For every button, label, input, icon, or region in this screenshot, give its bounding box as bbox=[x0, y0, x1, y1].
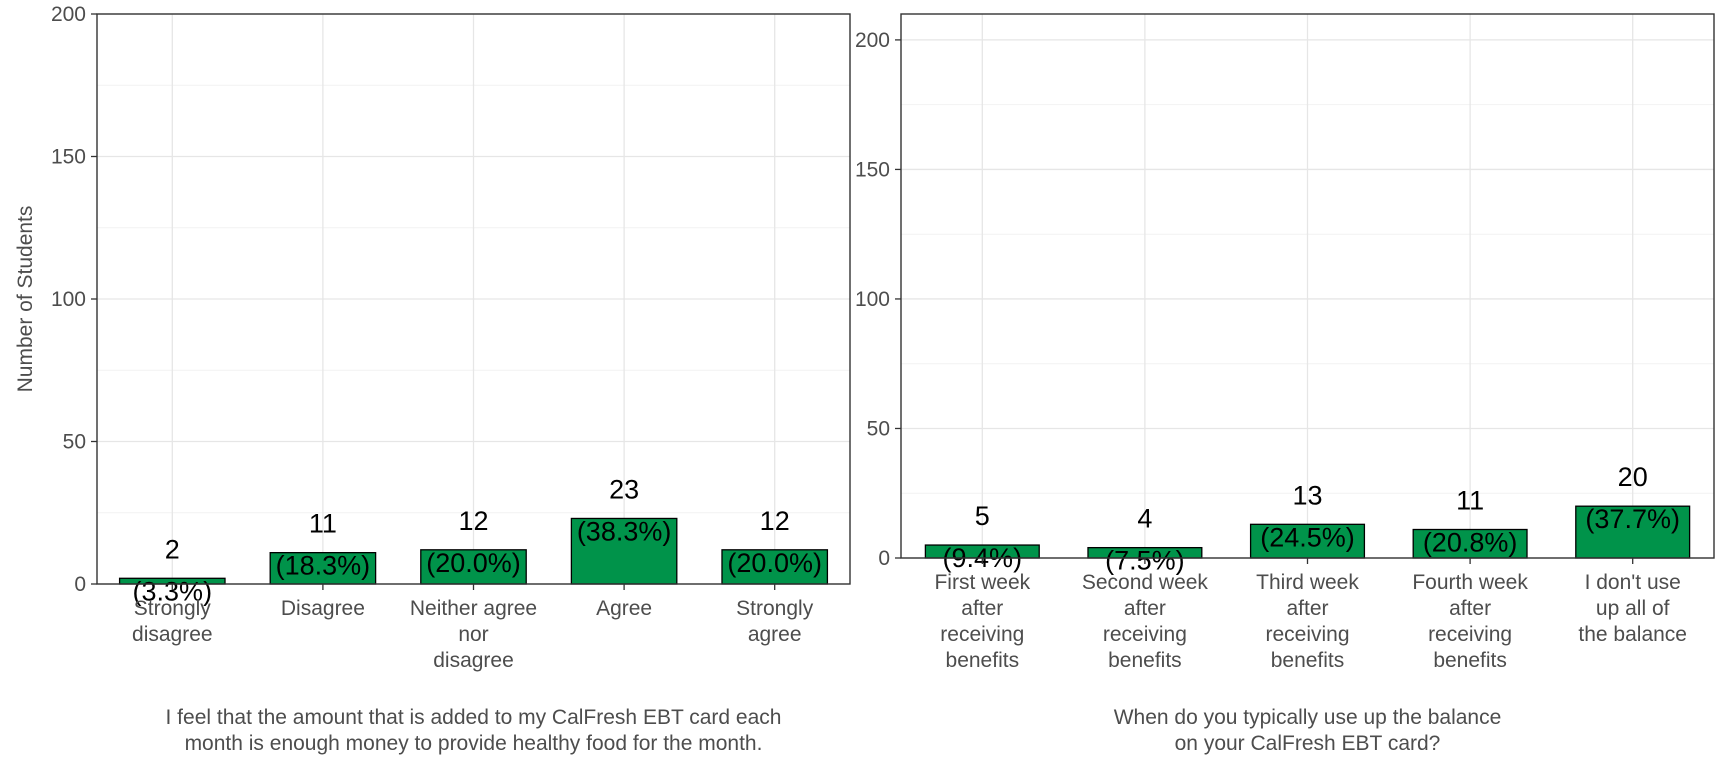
data-label-count: 5 bbox=[975, 501, 990, 531]
y-axis-title: Number of Students bbox=[14, 206, 37, 393]
x-tick-label: Second week bbox=[1082, 571, 1209, 594]
data-label-count: 20 bbox=[1618, 462, 1648, 492]
bar-2 bbox=[269, 552, 377, 585]
x-tick-label: receiving bbox=[1265, 623, 1349, 646]
x-tick-label: First week bbox=[934, 571, 1030, 594]
x-tick-label: the balance bbox=[1578, 623, 1687, 646]
x-tick-label: I don't use bbox=[1585, 571, 1681, 594]
data-label-count: 12 bbox=[760, 506, 790, 536]
data-label-count: 4 bbox=[1137, 504, 1152, 534]
x-tick-label: Fourth week bbox=[1412, 571, 1528, 594]
data-label-count: 13 bbox=[1292, 480, 1322, 510]
x-tick-label: benefits bbox=[1433, 649, 1507, 672]
x-tick-label: nor bbox=[458, 623, 488, 646]
bar-5 bbox=[721, 549, 829, 585]
x-tick-label: benefits bbox=[1271, 649, 1345, 672]
bar-5 bbox=[1575, 505, 1691, 559]
x-tick-label: Agree bbox=[596, 597, 652, 620]
x-axis-title: month is enough money to provide healthy… bbox=[185, 732, 763, 755]
x-tick-label: receiving bbox=[940, 623, 1024, 646]
data-label-percent: (20.8%) bbox=[1423, 528, 1518, 558]
chart-panel-1: (3.3%) 2 (18.3%) 11 (20.0%) 12 (38.3%) 23 (20.0%… bbox=[14, 3, 851, 755]
data-label-percent: (38.3%) bbox=[577, 516, 672, 546]
x-tick-label: disagree bbox=[433, 649, 514, 672]
x-tick-label: Third week bbox=[1256, 571, 1359, 594]
data-label-percent: (20.0%) bbox=[426, 548, 521, 578]
data-label-percent: (3.3%) bbox=[133, 576, 213, 606]
x-tick-label: after bbox=[1449, 597, 1491, 620]
y-tick-label: 200 bbox=[855, 29, 890, 52]
y-tick-label: 200 bbox=[51, 3, 86, 26]
y-tick-label: 0 bbox=[878, 547, 890, 570]
data-label-count: 2 bbox=[165, 534, 180, 564]
y-tick-label: 100 bbox=[855, 288, 890, 311]
data-label-count: 11 bbox=[1456, 486, 1484, 516]
x-tick-label: Neither agree bbox=[410, 597, 537, 620]
x-tick-label: agree bbox=[748, 623, 802, 646]
y-tick-label: 50 bbox=[867, 417, 890, 440]
y-tick-label: 100 bbox=[51, 288, 86, 311]
y-tick-label: 50 bbox=[63, 431, 86, 454]
y-tick-label: 0 bbox=[74, 573, 86, 596]
x-tick-label: disagree bbox=[132, 623, 213, 646]
data-label-count: 23 bbox=[609, 474, 639, 504]
data-label-percent: (20.0%) bbox=[727, 548, 822, 578]
data-label-count: 12 bbox=[458, 506, 488, 536]
x-tick-label: benefits bbox=[946, 649, 1020, 672]
x-axis-title: When do you typically use up the balance bbox=[1114, 706, 1502, 729]
y-tick-label: 150 bbox=[855, 158, 890, 181]
data-label-count: 11 bbox=[309, 509, 337, 539]
x-tick-label: receiving bbox=[1428, 623, 1512, 646]
x-tick-label: after bbox=[961, 597, 1003, 620]
x-tick-label: up all of bbox=[1596, 597, 1670, 620]
x-tick-label: Strongly bbox=[134, 597, 212, 620]
x-tick-label: Disagree bbox=[281, 597, 365, 620]
x-tick-label: benefits bbox=[1108, 649, 1182, 672]
data-label-percent: (37.7%) bbox=[1585, 504, 1680, 534]
x-axis-title: on your CalFresh EBT card? bbox=[1175, 732, 1441, 755]
x-tick-label: after bbox=[1124, 597, 1166, 620]
chart-panel-2: (9.4%)5(7.5%)4(24.5%)13(20.8%)11(37.7%)2… bbox=[855, 13, 1715, 755]
x-tick-label: after bbox=[1286, 597, 1328, 620]
x-axis-title: I feel that the amount that is added to … bbox=[166, 706, 782, 729]
x-tick-label: Strongly bbox=[736, 597, 814, 620]
y-tick-label: 150 bbox=[51, 146, 86, 169]
data-label-percent: (24.5%) bbox=[1260, 522, 1355, 552]
bar-4 bbox=[570, 517, 678, 585]
data-label-percent: (18.3%) bbox=[276, 551, 371, 581]
x-tick-label: receiving bbox=[1103, 623, 1187, 646]
